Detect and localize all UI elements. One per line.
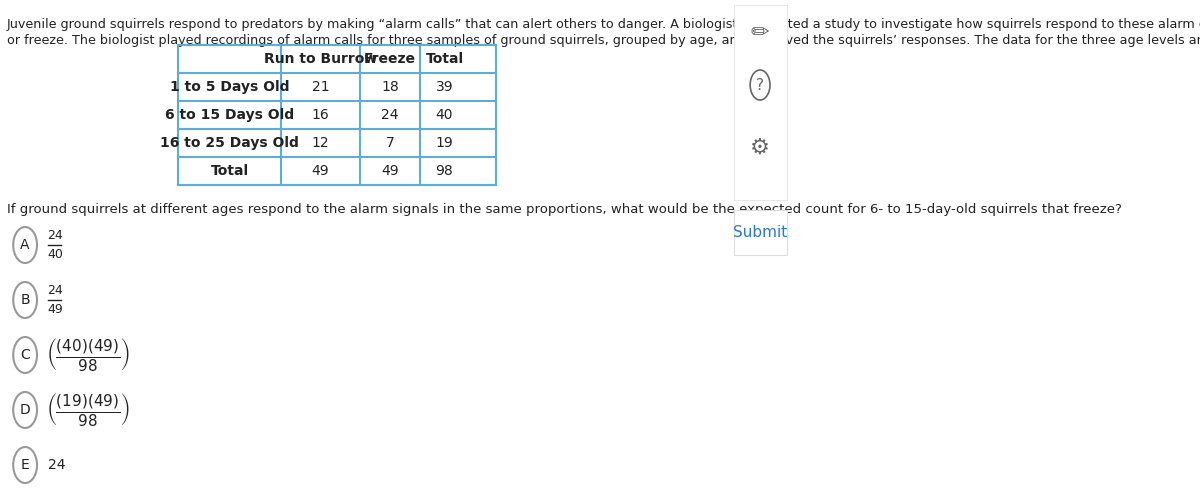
Text: 19: 19 [436, 136, 454, 150]
Text: 6 to 15 Days Old: 6 to 15 Days Old [166, 108, 294, 122]
Text: 24: 24 [382, 108, 398, 122]
Text: 24: 24 [48, 284, 64, 297]
Text: $\left(\dfrac{(19)(49)}{98}\right)$: $\left(\dfrac{(19)(49)}{98}\right)$ [47, 392, 130, 428]
Text: 49: 49 [382, 164, 398, 178]
Text: Submit: Submit [733, 225, 787, 240]
Text: 24: 24 [48, 229, 64, 242]
Text: $\left(\dfrac{(40)(49)}{98}\right)$: $\left(\dfrac{(40)(49)}{98}\right)$ [47, 336, 130, 374]
Text: 40: 40 [436, 108, 454, 122]
Text: 21: 21 [312, 80, 329, 94]
Text: Juvenile ground squirrels respond to predators by making “alarm calls” that can : Juvenile ground squirrels respond to pre… [7, 18, 1200, 31]
Text: D: D [19, 403, 30, 417]
Text: 39: 39 [436, 80, 454, 94]
Text: Total: Total [211, 164, 248, 178]
Text: ?: ? [756, 78, 764, 92]
Text: 16 to 25 Days Old: 16 to 25 Days Old [161, 136, 299, 150]
Text: 24: 24 [48, 458, 65, 472]
Text: ✏: ✏ [751, 23, 769, 43]
Text: 1 to 5 Days Old: 1 to 5 Days Old [170, 80, 289, 94]
FancyBboxPatch shape [733, 5, 786, 200]
Text: 16: 16 [312, 108, 330, 122]
Text: 49: 49 [48, 303, 64, 316]
Text: E: E [20, 458, 30, 472]
Text: If ground squirrels at different ages respond to the alarm signals in the same p: If ground squirrels at different ages re… [7, 203, 1122, 216]
Text: 98: 98 [436, 164, 454, 178]
Text: A: A [20, 238, 30, 252]
Bar [179, 45, 496, 185]
Text: Freeze: Freeze [364, 52, 416, 66]
Text: or freeze. The biologist played recordings of alarm calls for three samples of g: or freeze. The biologist played recordin… [7, 34, 1200, 47]
Text: B: B [20, 293, 30, 307]
Text: Run to Burrow: Run to Burrow [264, 52, 377, 66]
Text: 12: 12 [312, 136, 329, 150]
FancyBboxPatch shape [733, 210, 786, 255]
Text: C: C [20, 348, 30, 362]
Text: 49: 49 [312, 164, 329, 178]
Text: ⚙: ⚙ [750, 138, 770, 158]
Text: Total: Total [426, 52, 463, 66]
Text: 40: 40 [48, 248, 64, 261]
Text: 18: 18 [382, 80, 398, 94]
Text: 7: 7 [385, 136, 395, 150]
